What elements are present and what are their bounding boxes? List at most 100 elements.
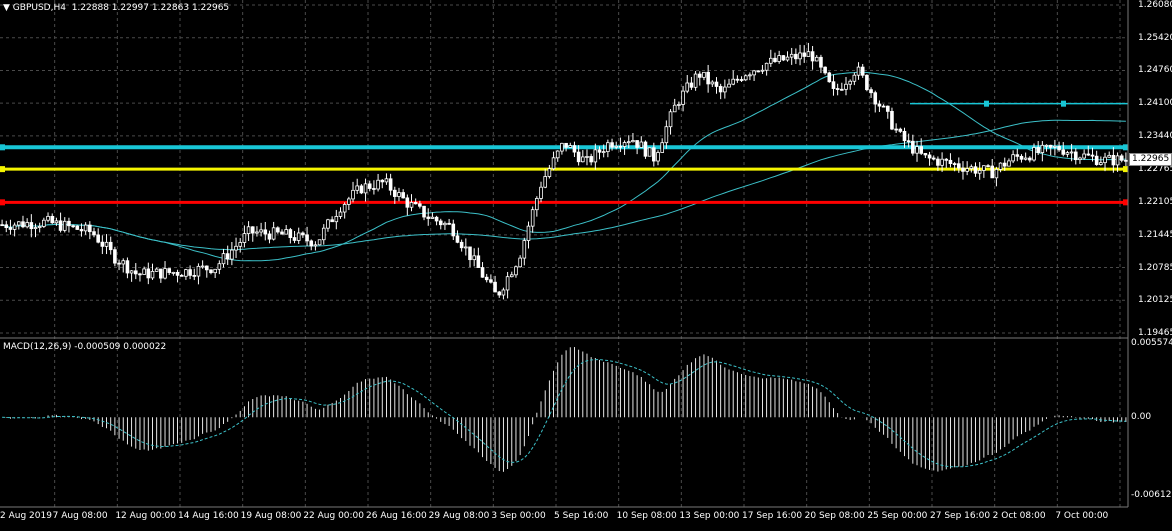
ohlc-values: 1.22888 1.22997 1.22863 1.22965 — [71, 3, 230, 13]
candle-body — [877, 103, 882, 107]
candle-body — [860, 66, 865, 76]
candle-body — [514, 266, 518, 276]
level-handle — [0, 166, 5, 173]
time-tick-label: 7 Oct 00:00 — [1055, 511, 1109, 521]
moving-averages — [1, 71, 1126, 262]
time-tick-label: 13 Sep 00:00 — [679, 511, 740, 521]
candle-body — [92, 231, 96, 236]
candle-body — [54, 220, 59, 224]
candle-body — [652, 147, 656, 162]
candle-body — [447, 222, 451, 225]
candle-body — [1107, 154, 1112, 158]
candle-body — [397, 192, 401, 197]
level-handle — [984, 100, 989, 107]
candle-body — [631, 140, 635, 143]
candle-body — [309, 240, 314, 247]
candle-body — [789, 53, 794, 58]
time-tick-label: 25 Sep 00:00 — [867, 511, 928, 521]
price-tick-label: 1.20785 — [1138, 262, 1172, 273]
candle-body — [230, 249, 234, 260]
candle-body — [597, 149, 602, 153]
time-tick-label: 27 Sep 16:00 — [930, 511, 991, 521]
candle-body — [890, 110, 894, 130]
candle-body — [12, 224, 17, 230]
candle-body — [535, 198, 539, 211]
candle-body — [931, 157, 936, 160]
candle-body — [714, 81, 719, 87]
candle-body — [706, 71, 710, 85]
candle-body — [685, 82, 690, 92]
candle-body — [927, 154, 932, 159]
candle-body — [1040, 144, 1045, 153]
candle-body — [902, 130, 907, 142]
candle-body — [451, 223, 456, 237]
candle-body — [443, 222, 447, 226]
candle-body — [781, 55, 786, 61]
candle-body — [204, 265, 209, 271]
price-tick-label: 1.19465 — [1138, 328, 1172, 338]
candle-body — [1015, 154, 1020, 157]
candle-body — [518, 257, 522, 268]
candle-body — [1090, 154, 1095, 157]
candle-body — [539, 186, 543, 199]
time-tick-label: 2 Aug 2019 — [0, 511, 52, 521]
candle-body — [501, 289, 506, 296]
candle-body — [430, 216, 435, 219]
time-tick-label: 14 Aug 16:00 — [178, 511, 239, 521]
horizontal-lines — [0, 100, 1128, 206]
candle-body — [209, 269, 213, 274]
candle-body — [869, 89, 873, 94]
candle-body — [1078, 157, 1082, 161]
time-tick-label: 3 Sep 00:00 — [491, 511, 546, 521]
candle-body — [626, 141, 631, 144]
candle-body — [480, 267, 485, 278]
candle-body — [639, 141, 644, 148]
candle-body — [476, 255, 481, 268]
candle-body — [727, 83, 731, 88]
candle-body — [305, 234, 309, 242]
candle-body — [113, 249, 117, 264]
candle-body — [88, 224, 92, 233]
candle-body — [1002, 162, 1007, 167]
candle-body — [1032, 147, 1036, 161]
candle-body — [472, 255, 476, 261]
candle-body — [1007, 160, 1011, 167]
candle-body — [731, 78, 735, 85]
candle-body — [915, 146, 919, 154]
candle-body — [998, 162, 1003, 170]
candle-body — [376, 179, 380, 190]
candle-body — [184, 269, 188, 277]
candle-body — [806, 51, 811, 57]
candle-body — [581, 156, 585, 163]
time-tick-label: 29 Aug 08:00 — [428, 511, 490, 521]
price-tick-label: 1.20125 — [1138, 295, 1172, 306]
candle-body — [104, 241, 109, 247]
candle-body — [372, 188, 376, 190]
candle-body — [643, 141, 648, 157]
candle-body — [990, 165, 995, 179]
candle-body — [748, 74, 752, 77]
candle-body — [200, 265, 205, 268]
candle-body — [401, 192, 405, 199]
candle-body — [422, 205, 426, 218]
candle-body — [242, 233, 247, 243]
candle-body — [944, 158, 949, 161]
candle-body — [146, 268, 151, 279]
macd-title: MACD(12,26,9) -0.000509 0.000022 — [3, 342, 167, 352]
candle-body — [764, 62, 769, 71]
candle-body — [827, 72, 832, 83]
candle-body — [405, 197, 410, 208]
candle-body — [79, 229, 84, 232]
moving-average-line — [1, 119, 1126, 251]
candle-body — [606, 142, 610, 152]
candle-body — [159, 268, 163, 279]
candle-body — [62, 220, 67, 231]
time-tick-label: 20 Sep 08:00 — [804, 511, 865, 521]
candle-body — [384, 178, 389, 183]
candle-body — [125, 260, 130, 274]
candle-body — [555, 150, 560, 159]
moving-average-line — [1, 71, 1126, 262]
candle-body — [618, 145, 623, 148]
